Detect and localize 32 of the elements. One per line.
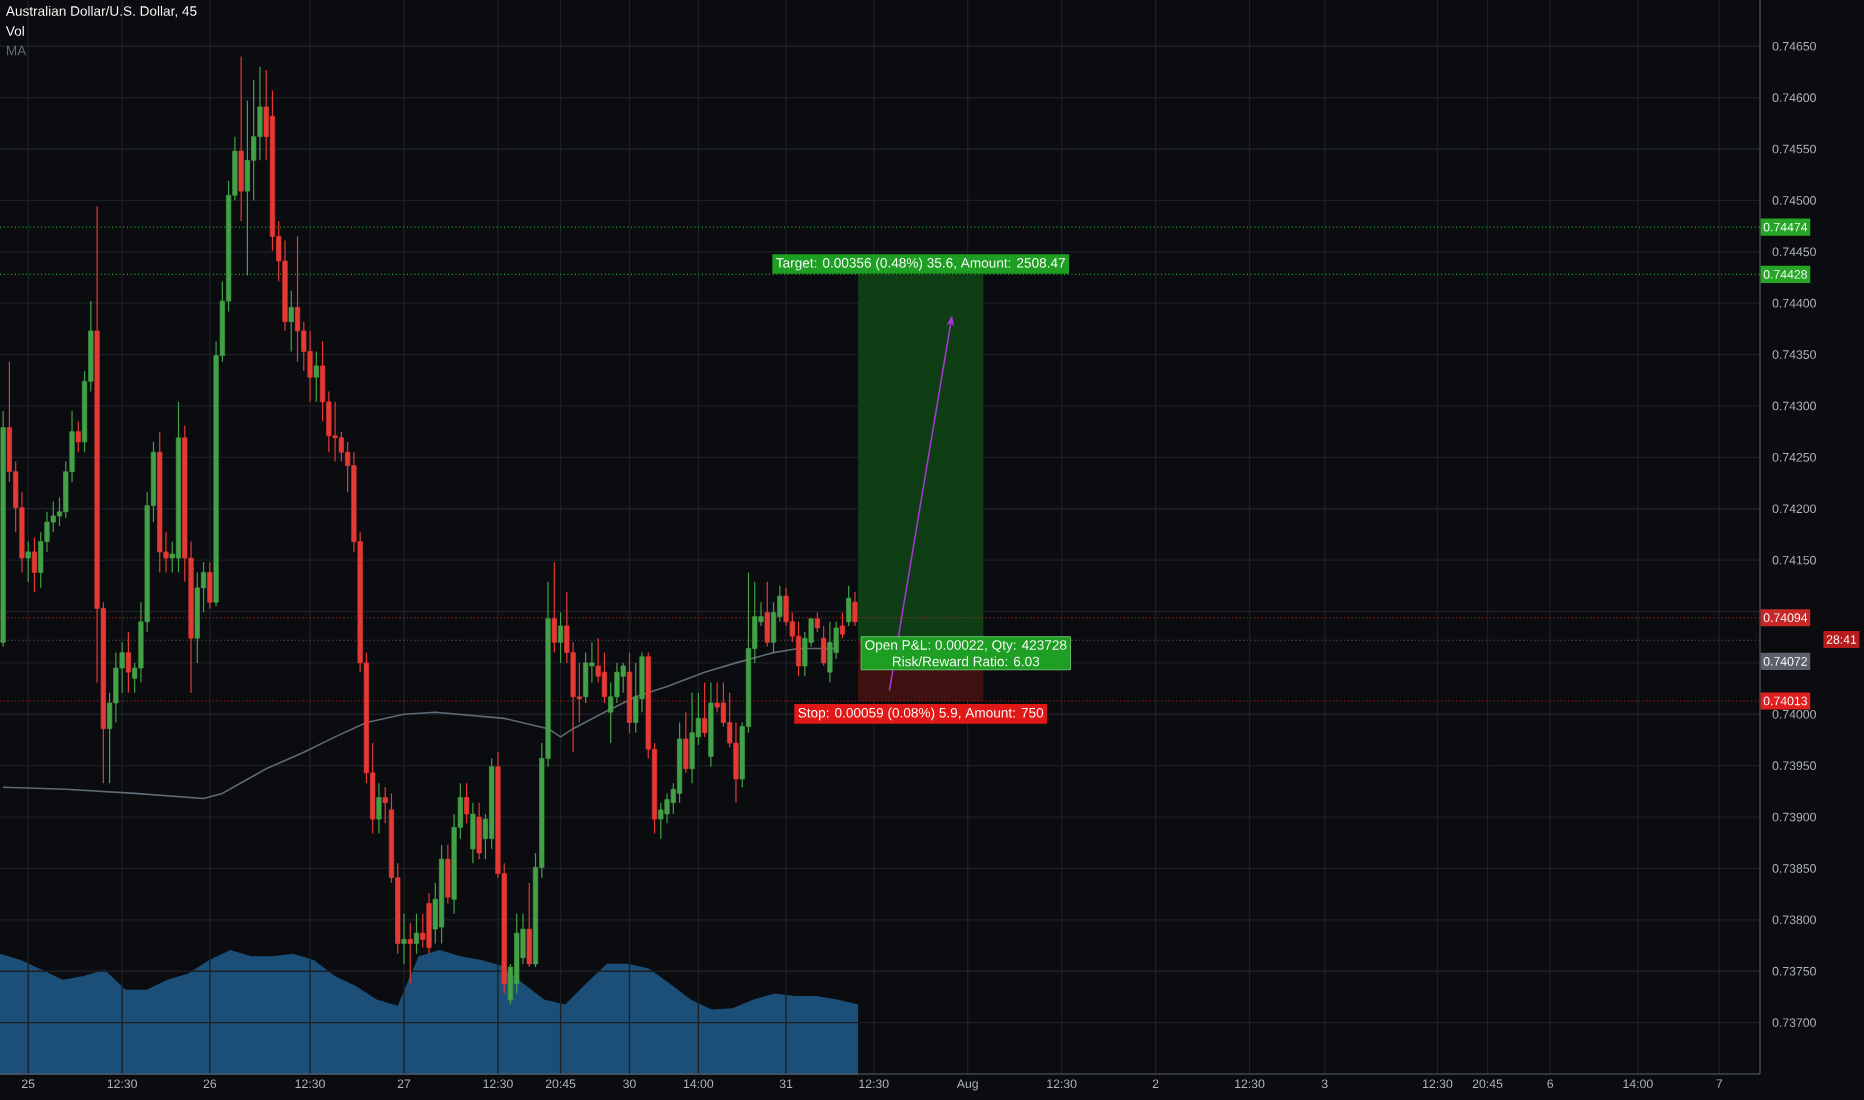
candlestick	[827, 621, 833, 684]
candlestick	[307, 330, 313, 403]
candlestick	[294, 235, 301, 363]
candlestick	[689, 692, 695, 784]
candlestick	[313, 350, 319, 403]
candlestick	[288, 290, 294, 353]
candlestick	[413, 913, 420, 955]
candlestick	[31, 536, 38, 593]
candlestick	[238, 55, 244, 222]
candlestick	[702, 681, 708, 738]
candlestick	[125, 631, 131, 694]
candlestick	[764, 581, 770, 648]
candlestick	[470, 802, 476, 864]
candlestick	[846, 585, 852, 627]
candlestick	[557, 611, 564, 664]
candlestick	[445, 844, 451, 904]
candlestick	[551, 561, 557, 654]
candlestick	[839, 611, 846, 639]
candlestick	[401, 913, 407, 965]
candlestick	[795, 621, 802, 677]
candlestick	[821, 625, 827, 667]
candlestick	[426, 892, 432, 955]
candlestick	[25, 541, 31, 583]
candlestick	[75, 420, 81, 453]
candlestick	[852, 591, 858, 627]
candlestick	[376, 782, 382, 835]
candlestick	[207, 561, 213, 610]
candlestick	[464, 782, 470, 824]
candlestick	[683, 711, 689, 774]
candlestick	[476, 802, 482, 860]
candlestick	[526, 882, 532, 968]
candlestick	[407, 922, 413, 985]
